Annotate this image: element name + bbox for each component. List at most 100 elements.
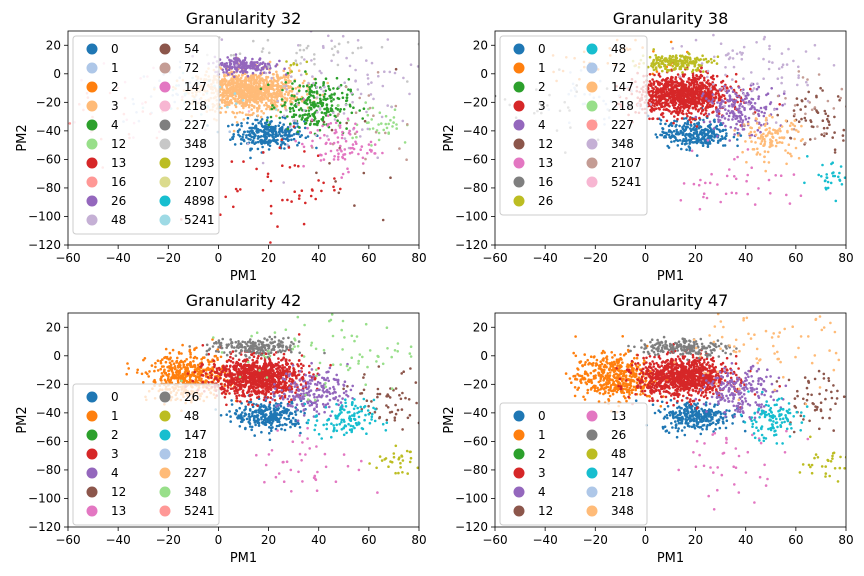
data-point xyxy=(295,103,299,106)
data-point xyxy=(850,188,853,191)
data-point xyxy=(255,414,259,418)
data-point xyxy=(261,145,264,149)
data-point xyxy=(227,68,231,71)
data-point xyxy=(336,63,340,67)
data-point xyxy=(263,97,266,101)
legend-label: 1293 xyxy=(184,156,215,170)
data-point xyxy=(285,88,289,91)
data-point xyxy=(706,139,710,142)
data-point xyxy=(239,82,243,86)
data-point xyxy=(255,167,258,171)
data-point xyxy=(758,126,761,129)
y-tick-label: −40 xyxy=(36,124,61,138)
data-point xyxy=(762,77,765,80)
data-point xyxy=(241,416,244,420)
data-point xyxy=(251,139,255,142)
data-point xyxy=(346,167,349,170)
legend-label: 2107 xyxy=(184,175,215,189)
data-point xyxy=(359,148,363,151)
data-point xyxy=(250,84,253,87)
data-point xyxy=(295,63,299,67)
data-point xyxy=(373,152,377,155)
data-point xyxy=(684,134,687,137)
data-point xyxy=(364,101,368,104)
data-point xyxy=(743,108,746,112)
data-point xyxy=(293,104,297,107)
data-point xyxy=(267,86,270,90)
data-point xyxy=(327,122,330,126)
data-point xyxy=(700,62,704,65)
data-point xyxy=(297,89,301,92)
data-point xyxy=(718,88,722,92)
data-point xyxy=(283,96,287,100)
legend-label: 348 xyxy=(611,137,634,151)
legend-marker xyxy=(159,157,171,169)
data-point xyxy=(320,111,324,114)
legend-label: 72 xyxy=(184,61,199,75)
data-point xyxy=(807,90,810,94)
data-point xyxy=(243,93,246,96)
data-point xyxy=(649,103,653,106)
data-point xyxy=(280,93,284,97)
data-point xyxy=(334,180,337,183)
data-point xyxy=(652,64,656,67)
data-point xyxy=(243,130,246,134)
data-point xyxy=(826,99,830,103)
data-point xyxy=(749,87,752,91)
data-point xyxy=(275,412,279,415)
data-point xyxy=(313,62,316,66)
data-point xyxy=(832,64,836,67)
data-point xyxy=(384,131,387,135)
data-point xyxy=(349,105,352,108)
data-point xyxy=(301,100,304,103)
data-point xyxy=(348,64,352,68)
data-point xyxy=(670,135,674,138)
data-point xyxy=(351,143,355,146)
data-point xyxy=(707,82,710,85)
data-point xyxy=(790,128,794,131)
data-point xyxy=(279,110,283,114)
data-point xyxy=(837,175,840,179)
data-point xyxy=(284,133,288,137)
points-layer xyxy=(125,313,419,494)
data-point xyxy=(254,124,258,127)
series-348 xyxy=(192,36,419,88)
data-point xyxy=(368,106,372,110)
legend-label: 227 xyxy=(611,118,634,132)
data-point xyxy=(248,417,251,421)
data-point xyxy=(727,99,730,103)
data-point xyxy=(335,76,339,80)
data-point xyxy=(279,416,283,419)
data-point xyxy=(361,162,365,165)
data-point xyxy=(258,411,261,415)
data-point xyxy=(298,135,302,138)
data-point xyxy=(323,97,327,101)
x-tick-label: 40 xyxy=(311,251,326,265)
data-point xyxy=(731,105,734,108)
data-point xyxy=(180,352,183,355)
data-point xyxy=(657,107,661,110)
data-point xyxy=(268,419,271,423)
data-point xyxy=(712,119,716,122)
data-point xyxy=(310,103,313,107)
data-point xyxy=(282,406,286,410)
y-axis-label: PM2 xyxy=(15,124,30,151)
data-point xyxy=(774,144,778,148)
x-tick-label: 20 xyxy=(688,251,703,265)
data-point xyxy=(793,124,797,128)
data-point xyxy=(704,138,707,142)
data-point xyxy=(246,74,250,78)
data-point xyxy=(299,431,302,435)
data-point xyxy=(235,121,239,124)
data-point xyxy=(336,50,340,53)
data-point xyxy=(324,89,328,93)
data-point xyxy=(821,89,824,92)
data-point xyxy=(238,110,242,114)
data-point xyxy=(229,63,232,66)
data-point xyxy=(291,106,295,110)
data-point xyxy=(806,78,809,81)
data-point xyxy=(654,85,657,89)
data-point xyxy=(750,82,753,85)
data-point xyxy=(247,104,251,107)
data-point xyxy=(258,85,261,89)
